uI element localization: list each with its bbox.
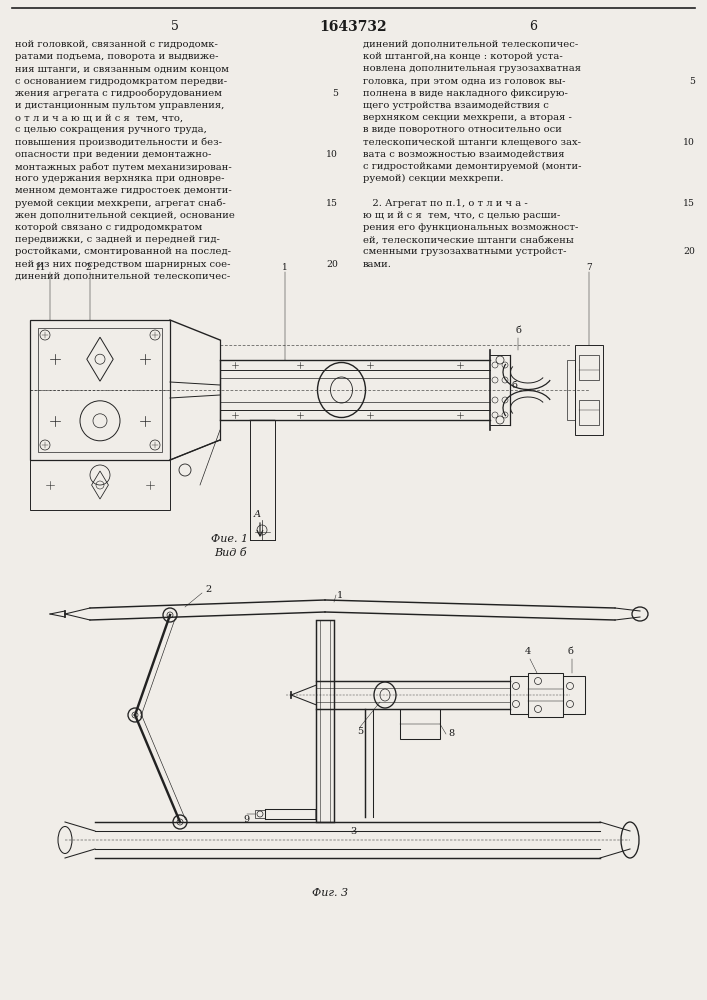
Text: вата с возможностью взаимодействия: вата с возможностью взаимодействия (363, 150, 564, 159)
Text: 10: 10 (683, 138, 695, 147)
Text: верхняком секции мехкрепи, а вторая -: верхняком секции мехкрепи, а вторая - (363, 113, 572, 122)
Text: 1643732: 1643732 (319, 20, 387, 34)
Text: б: б (567, 647, 573, 656)
Bar (400, 709, 440, 739)
Text: Фиг. 3: Фиг. 3 (312, 888, 348, 898)
Bar (30, 320, 170, 460)
Text: б: б (512, 380, 518, 389)
Text: в виде поворотного относительно оси: в виде поворотного относительно оси (363, 125, 562, 134)
Text: ней из них посредством шарнирных сое-: ней из них посредством шарнирных сое- (15, 260, 230, 269)
Bar (575, 345, 603, 435)
Bar (567, 360, 575, 420)
Text: повышения производительности и без-: повышения производительности и без- (15, 138, 222, 147)
Text: ния штанги, и связанным одним концом: ния штанги, и связанным одним концом (15, 64, 229, 73)
Text: 9: 9 (243, 814, 249, 824)
Text: ной головкой, связанной с гидродомк-: ной головкой, связанной с гидродомк- (15, 40, 218, 49)
Bar (316, 620, 334, 822)
Text: ростойками, смонтированной на послед-: ростойками, смонтированной на послед- (15, 247, 231, 256)
Text: руемой) секции мехкрепи.: руемой) секции мехкрепи. (363, 174, 503, 183)
Text: б: б (515, 326, 521, 335)
Text: 1: 1 (337, 590, 344, 599)
Text: головка, при этом одна из головок вы-: головка, при этом одна из головок вы- (363, 77, 566, 86)
Text: менном демонтаже гидростоек демонти-: менном демонтаже гидростоек демонти- (15, 186, 232, 195)
Text: 2: 2 (205, 585, 211, 594)
Text: и дистанционным пультом управления,: и дистанционным пультом управления, (15, 101, 224, 110)
Bar (579, 355, 599, 380)
Text: рения его функциональных возможност-: рения его функциональных возможност- (363, 223, 578, 232)
Text: 5: 5 (171, 20, 179, 33)
Text: Вид б: Вид б (214, 548, 246, 558)
Text: динений дополнительной телескопичес-: динений дополнительной телескопичес- (363, 40, 578, 49)
Text: передвижки, с задней и передней гид-: передвижки, с задней и передней гид- (15, 235, 220, 244)
Text: ного удержания верхняка при одновре-: ного удержания верхняка при одновре- (15, 174, 225, 183)
Text: 5: 5 (689, 77, 695, 86)
Text: ю щ и й с я  тем, что, с целью расши-: ю щ и й с я тем, что, с целью расши- (363, 211, 561, 220)
Text: щего устройства взаимодействия с: щего устройства взаимодействия с (363, 101, 549, 110)
Text: которой связано с гидродомкратом: которой связано с гидродомкратом (15, 223, 202, 232)
Text: A: A (254, 510, 261, 519)
Text: с целью сокращения ручного труда,: с целью сокращения ручного труда, (15, 125, 207, 134)
Text: 11: 11 (35, 263, 47, 272)
Text: вами.: вами. (363, 260, 392, 269)
Bar (563, 676, 585, 714)
Text: 10: 10 (326, 150, 338, 159)
Text: ратами подъема, поворота и выдвиже-: ратами подъема, поворота и выдвиже- (15, 52, 218, 61)
Text: 1: 1 (282, 263, 288, 272)
Text: 4: 4 (525, 647, 531, 656)
Text: сменными грузозахватными устройст-: сменными грузозахватными устройст- (363, 247, 566, 256)
Text: телескопической штанги клещевого зах-: телескопической штанги клещевого зах- (363, 138, 581, 147)
Text: о т л и ч а ю щ и й с я  тем, что,: о т л и ч а ю щ и й с я тем, что, (15, 113, 183, 122)
Text: 3: 3 (350, 828, 356, 836)
Text: Фие. 1: Фие. 1 (211, 534, 249, 544)
Text: 5: 5 (332, 89, 338, 98)
Bar (38, 328, 162, 452)
Text: 6: 6 (529, 20, 537, 33)
Text: 2: 2 (85, 263, 90, 272)
Text: кой штангой,на конце : которой уста-: кой штангой,на конце : которой уста- (363, 52, 563, 61)
Text: ей, телескопические штанги снабжены: ей, телескопические штанги снабжены (363, 235, 574, 244)
Text: 7: 7 (586, 263, 592, 272)
Text: новлена дополнительная грузозахватная: новлена дополнительная грузозахватная (363, 64, 581, 73)
Bar (528, 673, 563, 717)
Text: 20: 20 (683, 247, 695, 256)
Text: с основанием гидродомкратом передви-: с основанием гидродомкратом передви- (15, 77, 227, 86)
Text: руемой секции мехкрепи, агрегат снаб-: руемой секции мехкрепи, агрегат снаб- (15, 199, 226, 208)
Text: монтажных работ путем механизирован-: монтажных работ путем механизирован- (15, 162, 232, 172)
Text: жен дополнительной секцией, основание: жен дополнительной секцией, основание (15, 211, 235, 220)
Text: полнена в виде накладного фиксирую-: полнена в виде накладного фиксирую- (363, 89, 568, 98)
Bar (579, 400, 599, 425)
Text: 15: 15 (683, 199, 695, 208)
Text: жения агрегата с гидрооборудованием: жения агрегата с гидрооборудованием (15, 89, 222, 98)
Text: 2. Агрегат по п.1, о т л и ч а -: 2. Агрегат по п.1, о т л и ч а - (363, 199, 527, 208)
Text: опасности при ведении демонтажно-: опасности при ведении демонтажно- (15, 150, 211, 159)
Text: 20: 20 (326, 260, 338, 269)
Bar (255, 810, 265, 818)
Text: с гидростойками демонтируемой (монти-: с гидростойками демонтируемой (монти- (363, 162, 581, 171)
Text: 15: 15 (326, 199, 338, 208)
Text: 8: 8 (448, 730, 454, 738)
Text: 5: 5 (357, 726, 363, 736)
Text: динений дополнительной телескопичес-: динений дополнительной телескопичес- (15, 272, 230, 281)
Bar (510, 676, 528, 714)
Bar (30, 460, 170, 510)
